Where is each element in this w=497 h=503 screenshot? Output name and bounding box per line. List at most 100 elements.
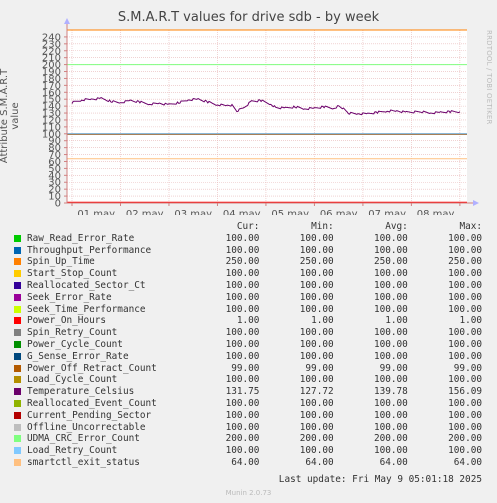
legend-swatch bbox=[14, 305, 21, 313]
legend-min-value: 100.00 bbox=[299, 303, 334, 315]
legend-min-value: 250.00 bbox=[299, 256, 334, 268]
y-tick-label: 160 bbox=[42, 88, 61, 99]
grid-lines bbox=[67, 30, 467, 204]
legend-header-min: Min: bbox=[311, 221, 334, 232]
legend-cur-value: 100.00 bbox=[225, 374, 260, 386]
legend-series-name: Load_Cycle_Count bbox=[27, 374, 118, 386]
legend-swatch bbox=[14, 234, 21, 242]
x-axis-arrow bbox=[473, 200, 479, 206]
legend-avg-value: 100.00 bbox=[373, 327, 408, 339]
legend-row: Current_Pending_Sector 100.00 100.00 100.00… bbox=[12, 410, 482, 422]
legend-swatch bbox=[14, 399, 21, 407]
legend-cur-value: 100.00 bbox=[225, 279, 260, 291]
legend-min-value: 100.00 bbox=[299, 421, 334, 433]
x-tick-label: 06 may bbox=[320, 209, 358, 215]
legend-avg-value: 100.00 bbox=[373, 374, 408, 386]
munin-version: Munin 2.0.73 bbox=[225, 489, 272, 497]
legend-series-name: Seek_Time_Performance bbox=[27, 303, 146, 315]
legend-avg-value: 100.00 bbox=[373, 338, 408, 350]
legend-min-value: 100.00 bbox=[299, 374, 334, 386]
legend-avg-value: 100.00 bbox=[373, 445, 408, 457]
y-tick-label: 210 bbox=[42, 53, 61, 64]
y-tick-label: 200 bbox=[42, 60, 61, 71]
legend-avg-value: 200.00 bbox=[373, 433, 408, 445]
legend-swatch bbox=[14, 270, 21, 278]
legend-series-name: Power_On_Hours bbox=[27, 315, 107, 327]
legend-series-name: Raw_Read_Error_Rate bbox=[27, 232, 135, 244]
y-tick-label: 70 bbox=[48, 150, 61, 161]
legend-max-value: 100.00 bbox=[448, 397, 483, 409]
y-tick-label: 240 bbox=[42, 32, 61, 43]
legend-swatch bbox=[14, 281, 21, 289]
legend-avg-value: 100.00 bbox=[373, 232, 408, 244]
legend-min-value: 100.00 bbox=[299, 268, 334, 280]
axes: 0102030405060708090100110120130140150160… bbox=[42, 18, 479, 215]
y-tick-label: 110 bbox=[42, 122, 61, 133]
legend-series-name: Reallocated_Event_Count bbox=[27, 397, 157, 409]
legend-series-name: smartctl_exit_status bbox=[27, 456, 140, 468]
legend-avg-value: 100.00 bbox=[373, 291, 408, 303]
legend-cur-value: 99.00 bbox=[231, 362, 260, 374]
legend-max-value: 100.00 bbox=[448, 445, 483, 457]
legend-cur-value: 100.00 bbox=[225, 327, 260, 339]
legend-swatch bbox=[14, 340, 21, 348]
legend-row: Load_Retry_Count 100.00 100.00 100.00 100.00 bbox=[12, 445, 482, 457]
y-tick-label: 90 bbox=[48, 136, 61, 147]
y-tick-label: 30 bbox=[48, 178, 61, 189]
legend-avg-value: 1.00 bbox=[385, 315, 408, 327]
legend-row: Spin_Up_Time 250.00 250.00 250.00 250.00 bbox=[12, 256, 482, 268]
plot-background bbox=[67, 30, 467, 203]
legend-min-value: 100.00 bbox=[299, 327, 334, 339]
legend-max-value: 100.00 bbox=[448, 374, 483, 386]
legend-avg-value: 250.00 bbox=[373, 256, 408, 268]
legend-cur-value: 100.00 bbox=[225, 268, 260, 280]
x-tick-label: 02 may bbox=[126, 209, 164, 215]
legend-min-value: 100.00 bbox=[299, 291, 334, 303]
legend-swatch bbox=[14, 293, 21, 301]
legend-cur-value: 250.00 bbox=[225, 256, 260, 268]
legend-cur-value: 100.00 bbox=[225, 397, 260, 409]
y-tick-label: 220 bbox=[42, 46, 61, 57]
legend-row: Offline_Uncorrectable 100.00 100.00 100.00 1… bbox=[12, 422, 482, 434]
legend-swatch bbox=[14, 388, 21, 396]
y-tick-label: 150 bbox=[42, 95, 61, 106]
legend-max-value: 99.00 bbox=[453, 362, 483, 374]
legend-cur-value: 100.00 bbox=[225, 421, 260, 433]
legend-header: Cur: Min: Avg: Max: bbox=[12, 221, 482, 233]
legend-max-value: 64.00 bbox=[453, 456, 483, 468]
legend-row: Power_On_Hours 1.00 1.00 1.00 1.00 bbox=[12, 315, 482, 327]
legend-swatch bbox=[14, 458, 21, 466]
legend-series-name: Seek_Error_Rate bbox=[27, 291, 112, 303]
legend-max-value: 200.00 bbox=[448, 433, 483, 445]
legend-min-value: 100.00 bbox=[299, 409, 334, 421]
legend-series-name: Temperature_Celsius bbox=[27, 386, 135, 398]
y-tick-label: 190 bbox=[42, 67, 61, 78]
y-tick-label: 140 bbox=[42, 102, 61, 113]
legend-avg-value: 100.00 bbox=[373, 279, 408, 291]
legend-row: smartctl_exit_status 64.00 64.00 64.00 64.00 bbox=[12, 457, 482, 469]
legend-max-value: 1.00 bbox=[459, 315, 483, 327]
legend-max-value: 100.00 bbox=[448, 268, 483, 280]
y-axis-arrow bbox=[64, 18, 70, 24]
legend-swatch bbox=[14, 364, 21, 372]
legend-max-value: 100.00 bbox=[448, 350, 483, 362]
y-tick-label: 180 bbox=[42, 74, 61, 85]
legend-min-value: 100.00 bbox=[299, 244, 334, 256]
y-tick-label: 0 bbox=[55, 199, 61, 210]
legend-swatch bbox=[14, 317, 21, 325]
legend-min-value: 200.00 bbox=[299, 433, 334, 445]
x-tick-label: 03 may bbox=[174, 209, 212, 215]
legend-cur-value: 100.00 bbox=[225, 445, 260, 457]
y-tick-label: 100 bbox=[42, 129, 61, 140]
legend-max-value: 100.00 bbox=[448, 338, 483, 350]
legend-series-name: Throughput_Performance bbox=[27, 244, 152, 256]
legend-max-value: 100.00 bbox=[448, 232, 483, 244]
legend-swatch bbox=[14, 329, 21, 337]
legend-row: Throughput_Performance 100.00 100.00 100.00… bbox=[12, 245, 482, 257]
y-tick-label: 230 bbox=[42, 39, 61, 50]
legend-swatch bbox=[14, 258, 21, 266]
legend-cur-value: 100.00 bbox=[225, 232, 260, 244]
y-tick-label: 40 bbox=[48, 171, 61, 182]
x-tick-label: 07 may bbox=[368, 209, 406, 215]
x-tick-label: 08 may bbox=[417, 209, 455, 215]
